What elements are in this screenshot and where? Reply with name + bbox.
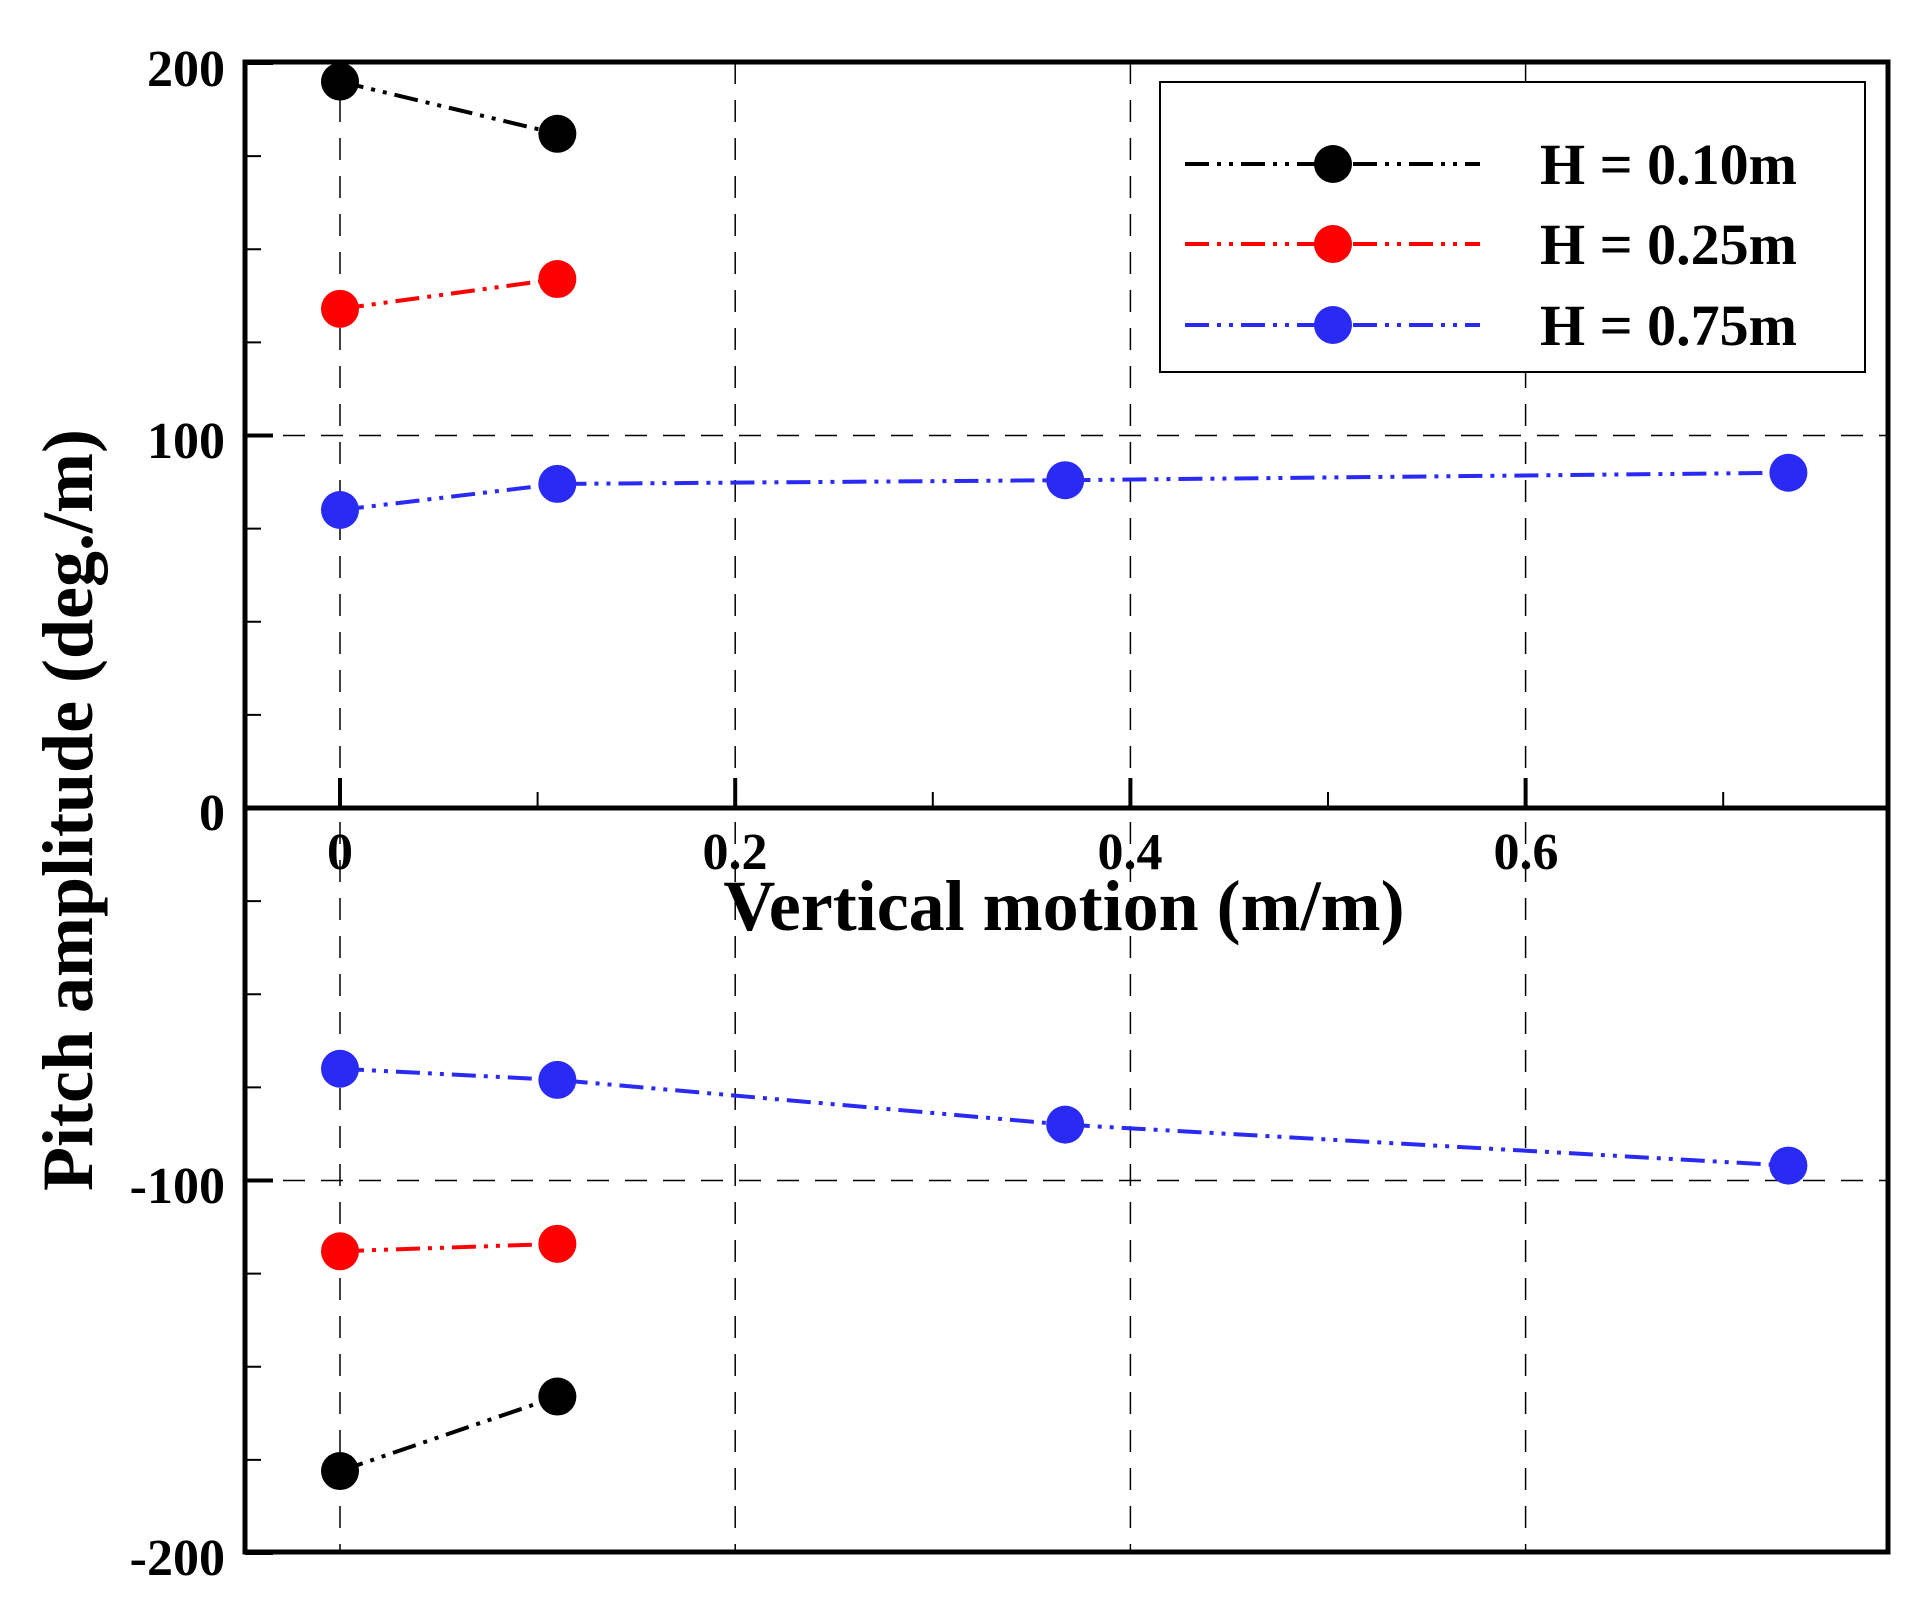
tick-labels: 0 0.2 0.4 0.6 200 100 0 -100 -200 bbox=[130, 41, 1559, 1587]
x-axis-title: Vertical motion (m/m) bbox=[723, 866, 1404, 946]
legend-marker-0 bbox=[1314, 145, 1352, 183]
legend-marker-1 bbox=[1314, 225, 1352, 263]
series-1-upper-point-1 bbox=[538, 260, 577, 299]
series-2-upper-point-0 bbox=[321, 491, 359, 529]
x-tick-label-3: 0.6 bbox=[1494, 824, 1559, 881]
legend-box bbox=[1159, 81, 1866, 373]
series-1-upper-point-0 bbox=[321, 289, 359, 328]
y-tick-label-4: -200 bbox=[130, 1530, 225, 1587]
data-series bbox=[321, 62, 1808, 1491]
series-0-lower-point-1 bbox=[538, 1377, 577, 1416]
legend-label-0: H = 0.10m bbox=[1540, 132, 1797, 197]
series-0 bbox=[321, 62, 577, 1491]
legend-label-1: H = 0.25m bbox=[1540, 212, 1797, 277]
series-0-upper-point-0 bbox=[321, 62, 359, 101]
series-2-upper-point-3 bbox=[1769, 453, 1808, 492]
series-2-lower-point-3 bbox=[1769, 1146, 1808, 1185]
x-tick-label-0: 0 bbox=[327, 824, 353, 881]
legend-marker-2 bbox=[1314, 306, 1352, 344]
legend-label-2: H = 0.75m bbox=[1540, 293, 1797, 358]
series-1-lower-point-0 bbox=[321, 1232, 359, 1271]
legend: H = 0.10m H = 0.25m H = 0.75m bbox=[1159, 81, 1866, 373]
y-tick-label-3: -100 bbox=[130, 1158, 225, 1215]
series-2-lower-point-2 bbox=[1046, 1105, 1085, 1144]
series-1 bbox=[321, 260, 577, 1271]
series-0-lower-point-0 bbox=[321, 1452, 359, 1491]
series-2 bbox=[321, 453, 1808, 1185]
series-1-upper-line bbox=[339, 277, 558, 311]
series-2-lower-point-1 bbox=[538, 1060, 577, 1099]
x-tick-label-2: 0.4 bbox=[1098, 824, 1163, 881]
y-tick-label-1: 100 bbox=[147, 413, 225, 470]
y-axis-title: Pitch amplitude (deg./m) bbox=[28, 429, 108, 1191]
series-2-lower-point-0 bbox=[321, 1049, 359, 1088]
x-tick-label-1: 0.2 bbox=[703, 824, 768, 881]
y-tick-label-2: 0 bbox=[199, 785, 225, 842]
series-0-upper-line bbox=[339, 79, 558, 136]
series-2-upper-point-1 bbox=[538, 464, 577, 503]
series-0-lower-line bbox=[339, 1394, 559, 1473]
series-0-upper-point-1 bbox=[538, 114, 577, 153]
series-1-lower-point-1 bbox=[538, 1224, 577, 1263]
series-1-lower-line bbox=[339, 1241, 558, 1254]
y-tick-label-0: 200 bbox=[147, 41, 225, 98]
series-2-upper-point-2 bbox=[1046, 461, 1085, 500]
